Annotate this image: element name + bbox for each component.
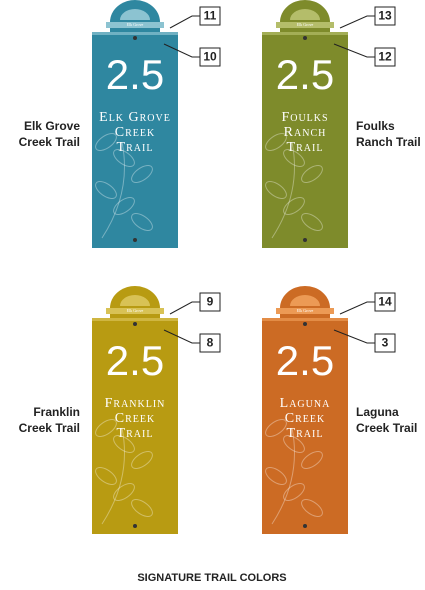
callout-number: 10	[203, 50, 217, 64]
bolt	[133, 36, 137, 40]
caption: SIGNATURE TRAIL COLORS	[137, 572, 286, 584]
callout-line	[170, 302, 200, 314]
sign-line: Trail	[287, 140, 324, 155]
trail-name: Creek Trail	[356, 421, 417, 435]
bolt	[133, 524, 137, 528]
sign-edge	[92, 318, 178, 321]
bolt	[303, 322, 307, 326]
callout-line	[340, 16, 375, 28]
trail-name: Creek Trail	[19, 421, 80, 435]
callout-number: 3	[382, 336, 389, 350]
sign-line: Franklin	[105, 396, 166, 411]
sign-line: Foulks	[281, 110, 328, 125]
callout-number: 11	[204, 9, 217, 23]
trail-name: Franklin	[33, 405, 80, 419]
trail-name: Elk Grove	[24, 119, 80, 133]
trail-name: Ranch Trail	[356, 135, 421, 149]
sign-line: Trail	[117, 140, 154, 155]
sign-line: Creek	[115, 125, 155, 140]
trail-name: Laguna	[356, 405, 399, 419]
logo-text: Elk Grove	[297, 22, 314, 27]
distance: 2.5	[276, 51, 334, 98]
diagram: SIGNATURE TRAIL COLORS Elk Grove2.5Elk G…	[0, 0, 425, 590]
callout-line	[340, 302, 375, 314]
sign-line: Trail	[287, 426, 324, 441]
callout-number: 12	[378, 50, 392, 64]
callout-number: 8	[207, 336, 214, 350]
sign-edge	[92, 32, 178, 35]
sign-line: Trail	[117, 426, 154, 441]
sign-edge	[262, 32, 348, 35]
sign: Elk Grove 2.5 FranklinCreekTrail	[92, 286, 178, 534]
sign-edge	[262, 318, 348, 321]
trail-name: Creek Trail	[19, 135, 80, 149]
trail-name: Foulks	[356, 119, 395, 133]
sign-line: Creek	[285, 411, 325, 426]
sign-line: Elk Grove	[99, 110, 171, 125]
bolt	[133, 238, 137, 242]
callout-number: 14	[378, 295, 392, 309]
bolt	[303, 36, 307, 40]
distance: 2.5	[106, 337, 164, 384]
callout-number: 9	[207, 295, 214, 309]
callout-number: 13	[378, 9, 392, 23]
logo-text: Elk Grove	[127, 308, 144, 313]
bolt	[303, 238, 307, 242]
logo-text: Elk Grove	[127, 22, 144, 27]
distance: 2.5	[106, 51, 164, 98]
distance: 2.5	[276, 337, 334, 384]
callout-line	[170, 16, 200, 28]
sign-line: Laguna	[280, 396, 331, 411]
logo-text: Elk Grove	[297, 308, 314, 313]
bolt	[133, 322, 137, 326]
bolt	[303, 524, 307, 528]
sign-line: Ranch	[284, 125, 327, 140]
sign-line: Creek	[115, 411, 155, 426]
